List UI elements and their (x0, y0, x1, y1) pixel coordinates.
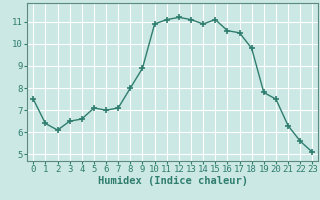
X-axis label: Humidex (Indice chaleur): Humidex (Indice chaleur) (98, 176, 248, 186)
